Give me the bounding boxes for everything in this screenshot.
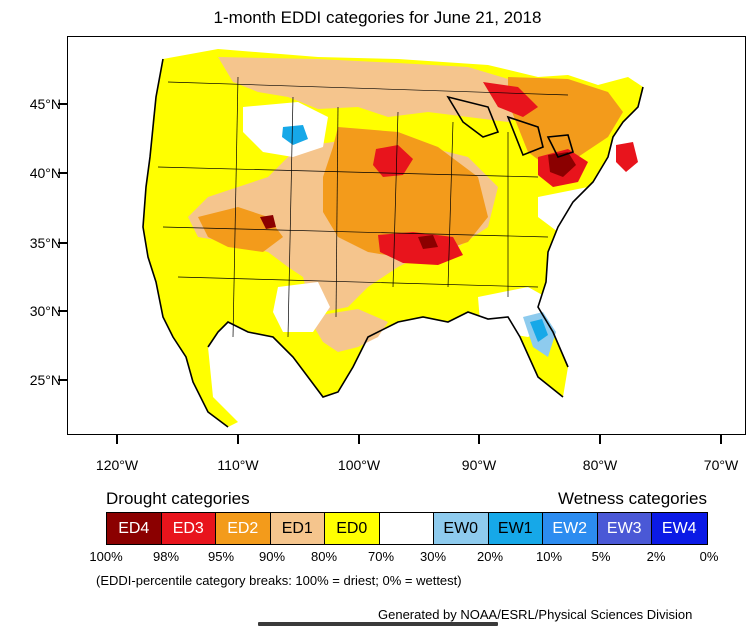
legend-cell-ew0: EW0 bbox=[434, 513, 489, 544]
region-ed4-colorado bbox=[260, 215, 276, 229]
lat-tick bbox=[58, 379, 67, 381]
region-normal-westtexas bbox=[273, 282, 330, 332]
region-normal-appalachia bbox=[538, 187, 608, 232]
lon-label-120w: 120°W bbox=[95, 457, 139, 473]
wetness-heading: Wetness categories bbox=[558, 489, 707, 508]
pct-label: 98% bbox=[152, 549, 180, 564]
coastlines bbox=[142, 58, 644, 428]
lon-tick bbox=[237, 435, 239, 444]
region-ed3-newengland bbox=[616, 142, 638, 172]
drought-heading: Drought categories bbox=[106, 489, 250, 508]
lat-label-35n: 35°N bbox=[29, 235, 61, 251]
legend-cell-ew4: EW4 bbox=[652, 513, 707, 544]
lat-tick bbox=[58, 172, 67, 174]
region-ed4-michigan bbox=[548, 152, 576, 177]
region-ed3-ontario bbox=[483, 82, 538, 117]
lat-label-45n: 45°N bbox=[29, 96, 61, 112]
credit-line: Generated by NOAA/ESRL/Physical Sciences… bbox=[378, 607, 693, 622]
pct-label: 80% bbox=[310, 549, 338, 564]
legend-cell-ed0: ED0 bbox=[325, 513, 380, 544]
lat-tick bbox=[58, 103, 67, 105]
pct-label: 95% bbox=[207, 549, 235, 564]
legend-color-bar: ED4 ED3 ED2 ED1 ED0 EW0 EW1 EW2 EW3 EW4 bbox=[106, 512, 708, 545]
pct-label: 100% bbox=[89, 549, 123, 564]
lon-label-110w: 110°W bbox=[217, 457, 259, 473]
edddi-map-graphic bbox=[142, 49, 644, 428]
state-borders bbox=[157, 76, 569, 338]
lat-label-40n: 40°N bbox=[29, 165, 61, 181]
pct-label: 20% bbox=[476, 549, 504, 564]
legend-cell-normal bbox=[379, 513, 434, 544]
region-ew1-florida bbox=[530, 319, 548, 342]
region-ed3-nebraska bbox=[373, 145, 413, 177]
pct-label: 30% bbox=[419, 549, 447, 564]
horizontal-scrollbar[interactable] bbox=[258, 622, 498, 626]
region-ed2-greatlakes bbox=[508, 77, 623, 167]
legend-cell-ed4: ED4 bbox=[107, 513, 162, 544]
legend-cell-ed1: ED1 bbox=[270, 513, 325, 544]
lon-label-100w: 100°W bbox=[337, 457, 381, 473]
map-panel bbox=[67, 36, 746, 435]
legend-note: (EDDI-percentile category breaks: 100% =… bbox=[96, 573, 462, 588]
legend-cell-ew2: EW2 bbox=[543, 513, 598, 544]
region-ed4-kansas bbox=[418, 235, 438, 249]
lat-label-25n: 25°N bbox=[29, 372, 61, 388]
pct-label: 2% bbox=[646, 549, 666, 564]
lon-tick bbox=[720, 435, 722, 444]
lon-tick bbox=[116, 435, 118, 444]
lon-label-70w: 70°W bbox=[703, 457, 739, 473]
map-title: 1-month EDDI categories for June 21, 201… bbox=[213, 8, 542, 27]
lon-tick bbox=[358, 435, 360, 444]
lon-label-90w: 90°W bbox=[461, 457, 497, 473]
pct-label: 0% bbox=[699, 549, 719, 564]
lon-tick bbox=[478, 435, 480, 444]
legend-cell-ed3: ED3 bbox=[161, 513, 216, 544]
lat-tick bbox=[58, 242, 67, 244]
lon-tick bbox=[599, 435, 601, 444]
pct-label: 10% bbox=[535, 549, 563, 564]
region-ew1-wyoming bbox=[282, 125, 308, 145]
pct-label: 5% bbox=[591, 549, 611, 564]
legend-cell-ed2: ED2 bbox=[216, 513, 271, 544]
region-ed1-north bbox=[218, 57, 538, 122]
lat-tick bbox=[58, 310, 67, 312]
region-ed2-plains bbox=[323, 127, 488, 257]
region-ed3-kansas bbox=[378, 232, 463, 265]
pct-label: 70% bbox=[367, 549, 395, 564]
region-ed1-south bbox=[308, 309, 388, 352]
legend-cell-ew3: EW3 bbox=[597, 513, 652, 544]
pct-label: 90% bbox=[258, 549, 286, 564]
lat-label-30n: 30°N bbox=[29, 303, 61, 319]
lon-label-80w: 80°W bbox=[582, 457, 618, 473]
legend-cell-ew1: EW1 bbox=[488, 513, 543, 544]
